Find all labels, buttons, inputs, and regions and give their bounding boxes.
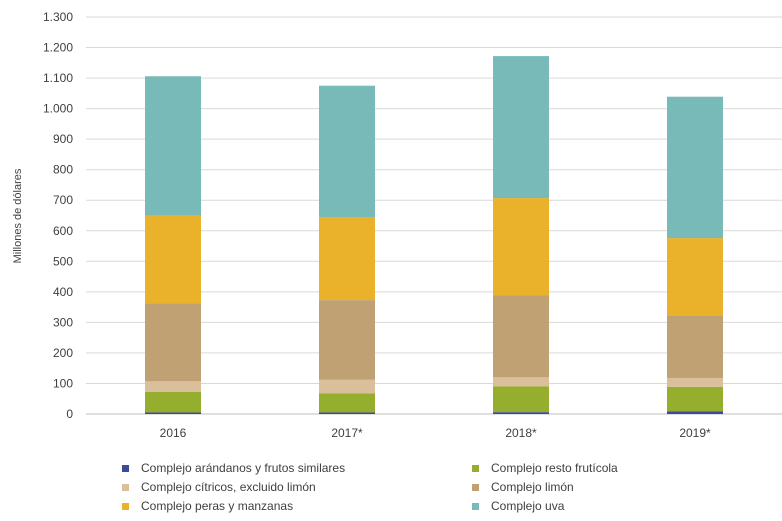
bars [145,56,723,414]
legend-swatch [472,464,479,472]
legend-label: Complejo cítricos, excluido limón [141,480,316,494]
bar-segment [145,392,201,413]
legend-label: Complejo peras y manzanas [141,499,294,513]
bar-segment [667,315,723,378]
y-tick-label: 900 [53,132,73,146]
legend-swatch [122,464,129,472]
legend-item: Complejo uva [472,498,682,514]
legend-item: Complejo resto frutícola [472,460,682,476]
y-tick-label: 0 [66,407,73,421]
y-tick-label: 200 [53,346,73,360]
y-tick-label: 800 [53,163,73,177]
legend-swatch [122,483,129,491]
y-tick-label: 1.200 [43,41,73,55]
legend: Complejo arándanos y frutos similares Com… [122,460,682,514]
gridlines [86,16,782,415]
bar-segment [667,377,723,387]
x-tick-label: 2019* [679,426,711,440]
y-tick-label: 1.100 [43,71,73,85]
bar-segment [319,85,375,218]
bar-segment [493,56,549,199]
y-tick-label: 1.300 [43,10,73,24]
y-tick-label: 100 [53,376,73,390]
bar-segment [319,412,375,414]
bar-segment [667,411,723,414]
legend-swatch [472,502,479,510]
x-tick-label: 2018* [505,426,537,440]
legend-label: Complejo limón [491,480,574,494]
bar-segment [667,238,723,316]
bar-segment [493,198,549,296]
bar-segment [493,386,549,413]
bar-segment [319,300,375,380]
bar-segment [319,379,375,394]
bar-segment [319,217,375,301]
legend-label: Complejo uva [491,499,565,513]
bar-segment [667,96,723,239]
y-tick-label: 1.000 [43,102,73,116]
bar-segment [493,295,549,378]
y-tick-label: 400 [53,285,73,299]
legend-label: Complejo arándanos y frutos similares [141,461,346,475]
bar-segment [319,393,375,413]
y-tick-label: 700 [53,193,73,207]
x-tick-label: 2016 [160,426,187,440]
y-tick-label: 300 [53,315,73,329]
bar-segment [493,377,549,387]
bar-segment [145,303,201,382]
legend-item: Complejo peras y manzanas [122,498,472,514]
x-tick-label: 2017* [331,426,363,440]
legend-item: Complejo arándanos y frutos similares [122,460,472,476]
bar-segment [145,412,201,414]
legend-swatch [472,483,479,491]
legend-item: Complejo cítricos, excluido limón [122,479,472,495]
bar-segment [493,412,549,414]
bar-segment [145,76,201,216]
y-tick-label: 600 [53,224,73,238]
legend-label: Complejo resto frutícola [491,461,618,475]
bar-segment [145,215,201,304]
bar-segment [145,381,201,393]
legend-item: Complejo limón [472,479,682,495]
legend-swatch [122,502,129,510]
axes: 0 100 200 300 400 500 600 700 800 900 1.000 1.100 1.… [43,10,711,440]
y-axis-title: Millones de dólares [12,168,24,263]
bar-segment [667,386,723,412]
y-tick-label: 500 [53,254,73,268]
